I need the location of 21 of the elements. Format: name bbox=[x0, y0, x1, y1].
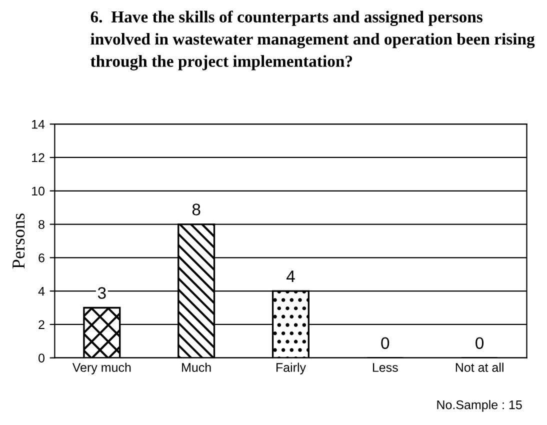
data-label: 8 bbox=[192, 204, 200, 216]
data-label: 4 bbox=[286, 270, 295, 282]
y-tick-label: 4 bbox=[38, 286, 45, 296]
y-tick-label: 14 bbox=[32, 120, 45, 129]
y-tick-label: 10 bbox=[32, 186, 44, 196]
y-tick-label: 12 bbox=[32, 153, 44, 162]
x-tick-label: Less bbox=[372, 363, 398, 372]
y-tick-label: 8 bbox=[38, 220, 44, 229]
chart-title: 6. Have the skills of counterparts and assigned persons involved in wastewater management and operation been rising through the project implementation? bbox=[90, 10, 535, 70]
y-tick-label: 2 bbox=[38, 320, 44, 329]
text: No.Sample : 15 bbox=[437, 400, 522, 412]
y-axis-title: Persons bbox=[12, 214, 25, 269]
y-tick-label: 6 bbox=[38, 253, 44, 262]
data-label: 3 bbox=[98, 287, 106, 299]
y-tick-label: 0 bbox=[38, 354, 44, 362]
x-tick-label: Fairly bbox=[276, 362, 306, 374]
x-tick-label: Much bbox=[182, 362, 211, 372]
x-tick-label: Very much bbox=[72, 362, 131, 374]
x-tick-label: Not at all bbox=[456, 362, 504, 372]
data-label: 0 bbox=[381, 337, 390, 349]
data-label: 0 bbox=[476, 337, 484, 349]
